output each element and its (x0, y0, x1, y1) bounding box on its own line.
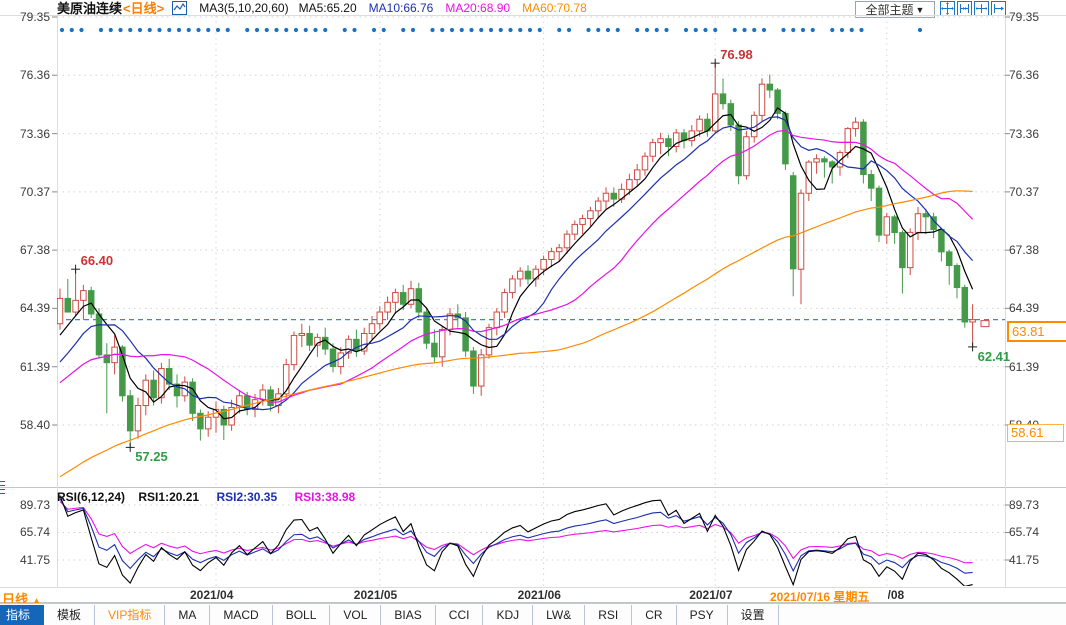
price-axis-label-right: 64.39 (1009, 301, 1040, 316)
price-axis-label-right: 79.35 (1009, 10, 1040, 24)
rsi-header: RSI(6,12,24) RSI1:20.21 RSI2:30.35 RSI3:… (57, 490, 355, 504)
rsi1-value: RSI1:20.21 (138, 490, 200, 504)
x-axis-month-label: 2021/06 (517, 588, 561, 602)
price-axis-label-right: 61.39 (1009, 359, 1040, 374)
candles-layer (57, 63, 976, 448)
rsi-axis-label-left: 41.75 (19, 552, 50, 567)
x-axis-month-label: 2021/07 (689, 588, 733, 602)
price-axis-label-left: 58.40 (19, 418, 50, 432)
gridlines (52, 16, 1010, 586)
ma-group-label: MA3(5,10,20,60) (199, 0, 289, 15)
symbol-title: 美原油连续 (57, 1, 123, 16)
toolbar-item-CR[interactable]: CR (632, 605, 677, 625)
price-axis-label-left: 67.38 (19, 243, 50, 258)
toolbar-item-CCI[interactable]: CCI (436, 605, 484, 625)
ma60-line (59, 190, 973, 478)
ma20-line (59, 129, 974, 403)
toolbar-item-MACD[interactable]: MACD (210, 605, 273, 625)
x-axis-month-label: 2021/05 (353, 588, 398, 602)
toolbar-item-指标[interactable]: 指标 (0, 605, 45, 625)
extreme-markers (71, 58, 978, 452)
x-axis-month-label: 2021/04 (190, 588, 234, 602)
ma5-value: MA5:65.20 (298, 0, 357, 15)
event-dots-row (59, 27, 923, 33)
chevron-down-icon: ▼ (915, 4, 925, 15)
ma5-line (59, 107, 974, 420)
period-tag: <日线> (123, 1, 165, 16)
indicator-chart-icon (172, 0, 188, 15)
triangle-up-icon: ▲ (31, 596, 42, 607)
price-axis-label-right: 76.36 (1009, 68, 1040, 83)
toolbar-item-KDJ[interactable]: KDJ (483, 605, 534, 625)
price-axis-label-right: 70.37 (1009, 184, 1040, 199)
toolbar-item-MA[interactable]: MA (165, 605, 211, 625)
price-axis-label-right: 73.36 (1009, 126, 1040, 141)
expand-bars-icon[interactable] (974, 1, 989, 16)
price-marker-57.25: 57.25 (135, 449, 168, 465)
price-axis-label-left: 64.39 (19, 301, 50, 316)
toolbar-item-VIP指标[interactable]: VIP指标 (95, 605, 166, 625)
indicator-toolbar: 指标 模板 VIP指标 MA MACD BOLL VOL BIAS CCI KDJ LW& RSI CR… (0, 603, 1066, 625)
rsi-plot-area[interactable] (57, 491, 1005, 586)
compress-bars-icon[interactable] (957, 1, 972, 16)
next-bar-stub (980, 320, 990, 328)
chart-plot-area[interactable] (57, 16, 1005, 486)
price-axis-label-right: 67.38 (1009, 243, 1040, 258)
crosshair-date-label: 2021/07/16 星期五 (770, 588, 888, 604)
ma60-value: MA60:70.78 (522, 0, 587, 15)
rsi3-line (59, 501, 973, 564)
rsi2-value: RSI2:30.35 (216, 490, 278, 504)
price-axis-label-left: 73.36 (19, 126, 50, 141)
rsi-axis-label-left: 65.74 (19, 525, 50, 540)
price-axis-label-left: 79.35 (19, 10, 50, 24)
rsi2-line (59, 498, 973, 574)
theme-dropdown-label: 全部主题 (865, 3, 914, 17)
price-marker-76.98: 76.98 (720, 47, 753, 63)
ma10-value: MA10:66.76 (368, 0, 434, 15)
rsi-axis-label-left: 89.73 (19, 498, 50, 512)
price-marker-66.40: 66.40 (80, 253, 114, 269)
clipped-red-fragment (0, 481, 5, 494)
last-price-label: 63.81 (1007, 321, 1066, 342)
rsi-axis-label-right: 65.74 (1009, 525, 1040, 540)
rsi-title: RSI(6,12,24) (57, 490, 126, 504)
chart-header: 美原油连续 <日线> MA3(5,10,20,60) MA5:65.20 MA1… (0, 0, 1066, 16)
price-axis-label-left: 76.36 (19, 68, 50, 83)
toolbar-item-BIAS[interactable]: BIAS (381, 605, 436, 625)
price-marker-62.41: 62.41 (977, 348, 1011, 364)
toolbar-item-LW&[interactable]: LW& (533, 605, 586, 625)
toolbar-item-VOL[interactable]: VOL (330, 605, 382, 625)
rsi-axis-label-right: 89.73 (1009, 498, 1040, 512)
toolbar-item-RSI[interactable]: RSI (585, 605, 633, 625)
price-axis-label-left: 70.37 (19, 184, 50, 199)
theme-dropdown[interactable]: 全部主题 ▼ (855, 1, 935, 18)
rsi3-value: RSI3:38.98 (294, 490, 356, 504)
rsi1-line (59, 495, 973, 586)
price-axis-label-left: 61.39 (19, 359, 50, 374)
toolbar-item-PSY[interactable]: PSY (677, 605, 728, 625)
ma10-line (59, 116, 974, 411)
aux-price-label: 58.61 (1007, 424, 1064, 442)
toolbar-item-模板[interactable]: 模板 (44, 605, 96, 625)
rsi-axis-label-right: 41.75 (1009, 552, 1040, 567)
toolbar-item-BOLL[interactable]: BOLL (273, 605, 331, 625)
toolbar-item-设置[interactable]: 设置 (728, 605, 779, 625)
ma20-value: MA20:68.90 (445, 0, 511, 15)
